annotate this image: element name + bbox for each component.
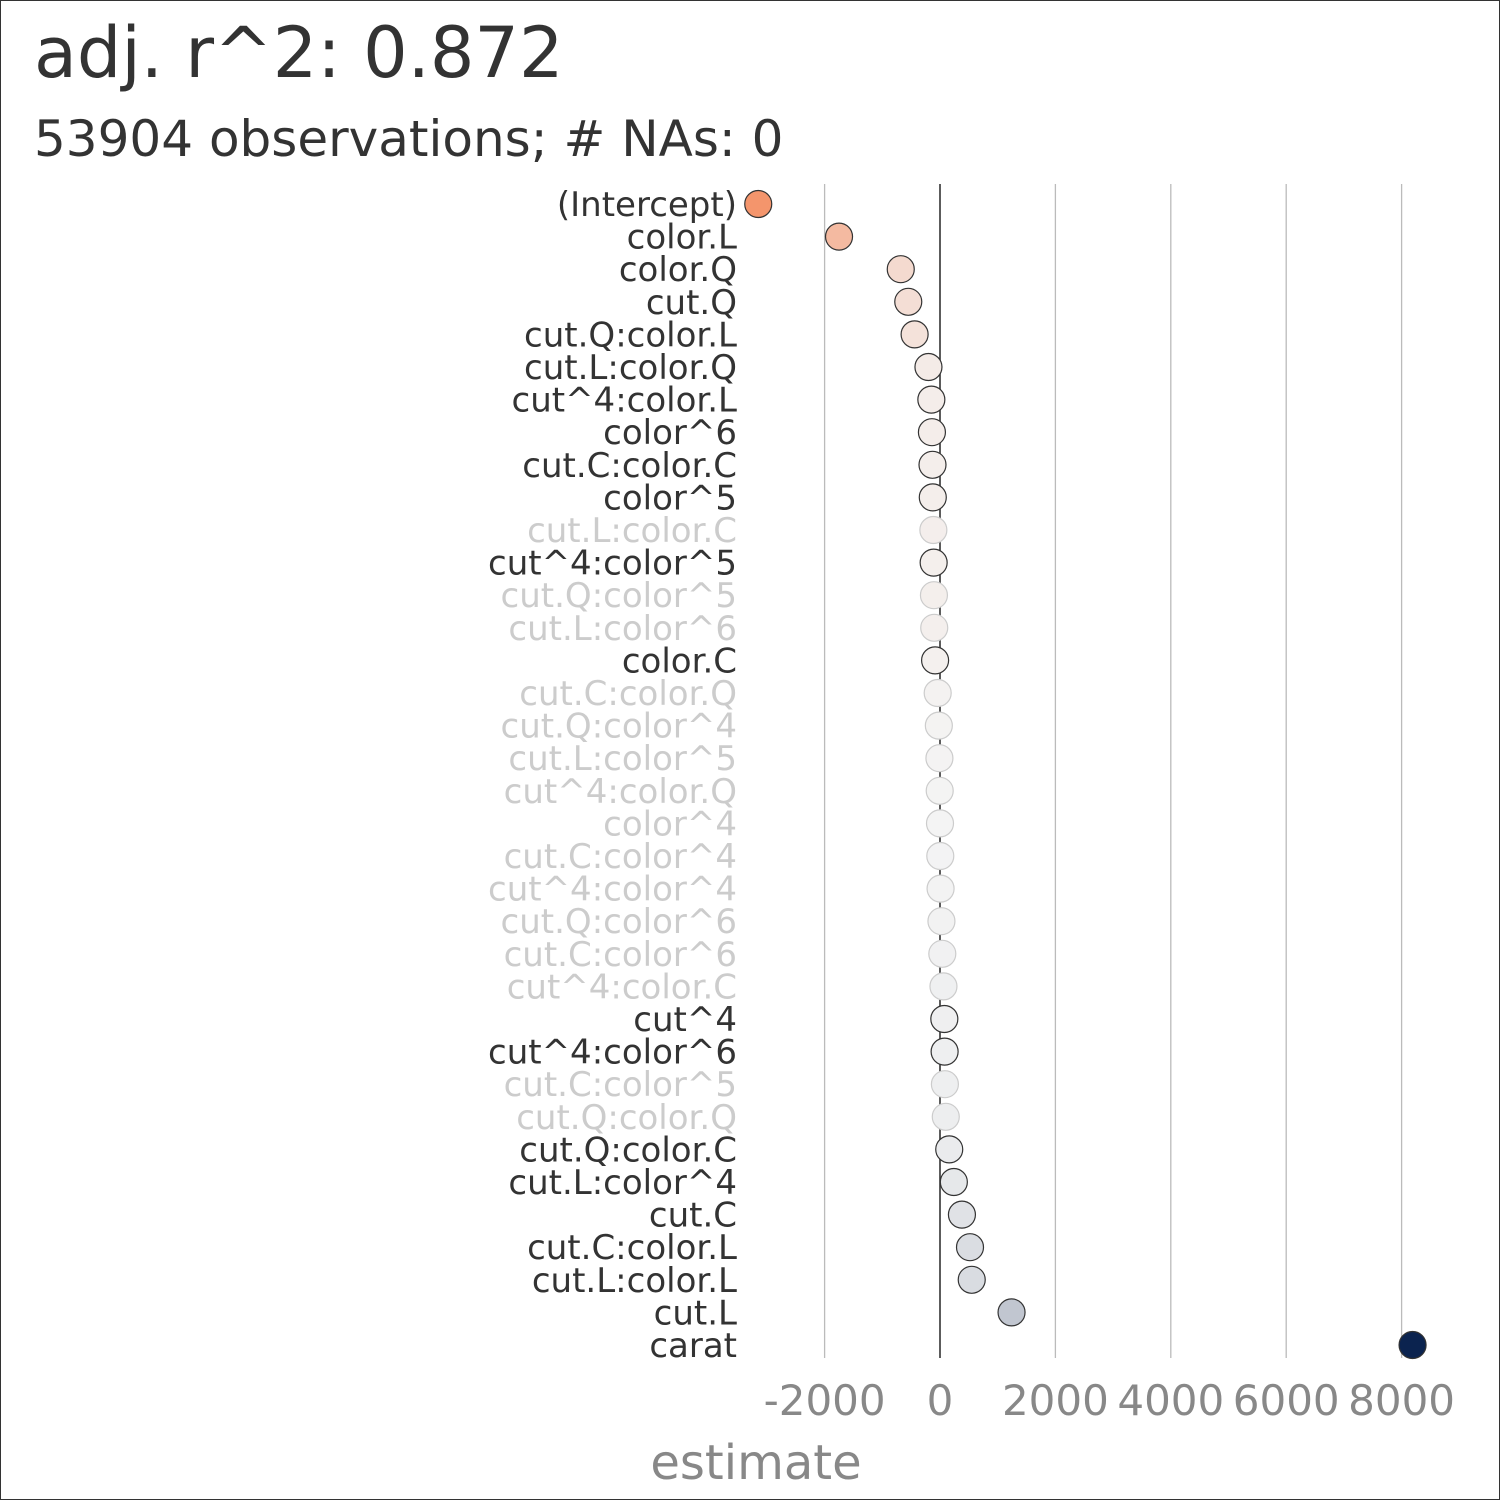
estimate-point [926,874,955,903]
estimate-point [947,1200,977,1229]
term-label: cut.C:color.C [522,446,737,486]
estimate-point [894,287,923,316]
estimate-point [900,320,929,349]
term-label: cut.L:color.C [527,511,737,551]
term-label: cut.L [654,1293,737,1333]
estimate-points [744,189,1427,1360]
estimate-point [923,678,952,708]
term-label: cut.C:color.Q [519,674,737,714]
estimate-point [920,646,950,675]
estimate-point [935,1135,964,1164]
x-tick-label: 2000 [1002,1376,1109,1425]
term-label: cut^4:color.C [507,967,737,1007]
x-tick-label: -2000 [764,1376,886,1425]
term-label: cut^4:color.Q [504,772,737,812]
estimate-point [925,744,954,773]
estimate-point [919,581,949,610]
term-label: color^6 [603,413,737,453]
term-label: color.C [622,641,737,681]
term-label: color^5 [603,478,737,518]
chart-title: adj. r^2: 0.872 [34,12,563,94]
term-labels: (Intercept)color.Lcolor.Qcut.Qcut.Q:colo… [488,185,737,1366]
term-label: cut^4:color.L [512,381,738,421]
x-tick-label: 0 [927,1376,954,1425]
term-label: cut.Q:color^4 [501,707,737,747]
term-label: cut.Q:color.Q [516,1098,737,1138]
estimate-point [918,483,947,512]
term-label: cut^4:color^6 [488,1033,737,1073]
estimate-point [928,939,957,968]
term-label: color.L [627,218,737,258]
grid-lines [823,184,1403,1358]
term-label: cut.L:color^4 [508,1163,737,1203]
term-label: cut.C:color^6 [504,935,737,975]
estimate-point [929,972,958,1001]
estimate-point [886,255,915,284]
term-label: cut^4:color^5 [488,544,737,584]
term-label: cut.C [649,1196,737,1236]
estimate-point [919,548,948,577]
term-label: cut^4:color^4 [488,870,737,910]
term-label: cut.C:color^4 [504,837,737,877]
x-tick-label: 4000 [1117,1376,1224,1425]
term-label: cut.Q:color.C [519,1130,737,1170]
estimate-point [919,515,948,545]
estimate-point [824,222,854,251]
term-label: cut.Q:color^6 [501,902,737,942]
term-label: cut.L:color^6 [508,609,737,649]
term-label: cut.L:color^5 [508,739,737,779]
estimate-point [931,1102,960,1131]
estimate-point [744,189,773,219]
term-label: cut.C:color^5 [504,1065,737,1105]
term-label: cut.Q [646,283,737,323]
term-label: carat [649,1326,737,1366]
estimate-point [918,450,947,479]
estimate-point [930,1070,960,1099]
estimate-point [926,841,955,871]
estimate-point [939,1167,968,1197]
estimate-point [927,907,956,936]
estimate-point [930,1037,959,1066]
estimate-point [917,418,947,447]
term-label: cut.L:color.Q [524,348,737,388]
x-tick-labels: -2000 0 2000 4000 6000 8000 [764,1376,1455,1425]
term-label: (Intercept) [557,185,737,225]
estimate-point [925,776,954,805]
term-label: cut.Q:color^5 [501,576,737,616]
estimate-point [914,352,943,382]
estimate-point [1398,1330,1427,1360]
estimate-point [920,613,949,642]
term-label: color.Q [619,250,737,290]
estimate-point [930,1004,959,1034]
chart-subtitle: 53904 observations; # NAs: 0 [34,110,783,168]
term-label: color^4 [603,804,737,844]
x-tick-label: 6000 [1233,1376,1340,1425]
term-label: cut.Q:color.L [524,315,737,355]
term-label: cut.C:color.L [527,1228,737,1268]
estimate-point [955,1233,985,1262]
estimate-point [925,809,955,838]
x-axis-title: estimate [650,1435,861,1491]
estimate-point [917,385,946,414]
estimate-point [957,1265,986,1294]
term-label: cut^4 [633,1000,737,1040]
estimate-point [924,711,953,740]
term-label: cut.L:color.L [532,1261,737,1301]
estimate-point [997,1298,1026,1327]
x-tick-label: 8000 [1348,1376,1455,1425]
